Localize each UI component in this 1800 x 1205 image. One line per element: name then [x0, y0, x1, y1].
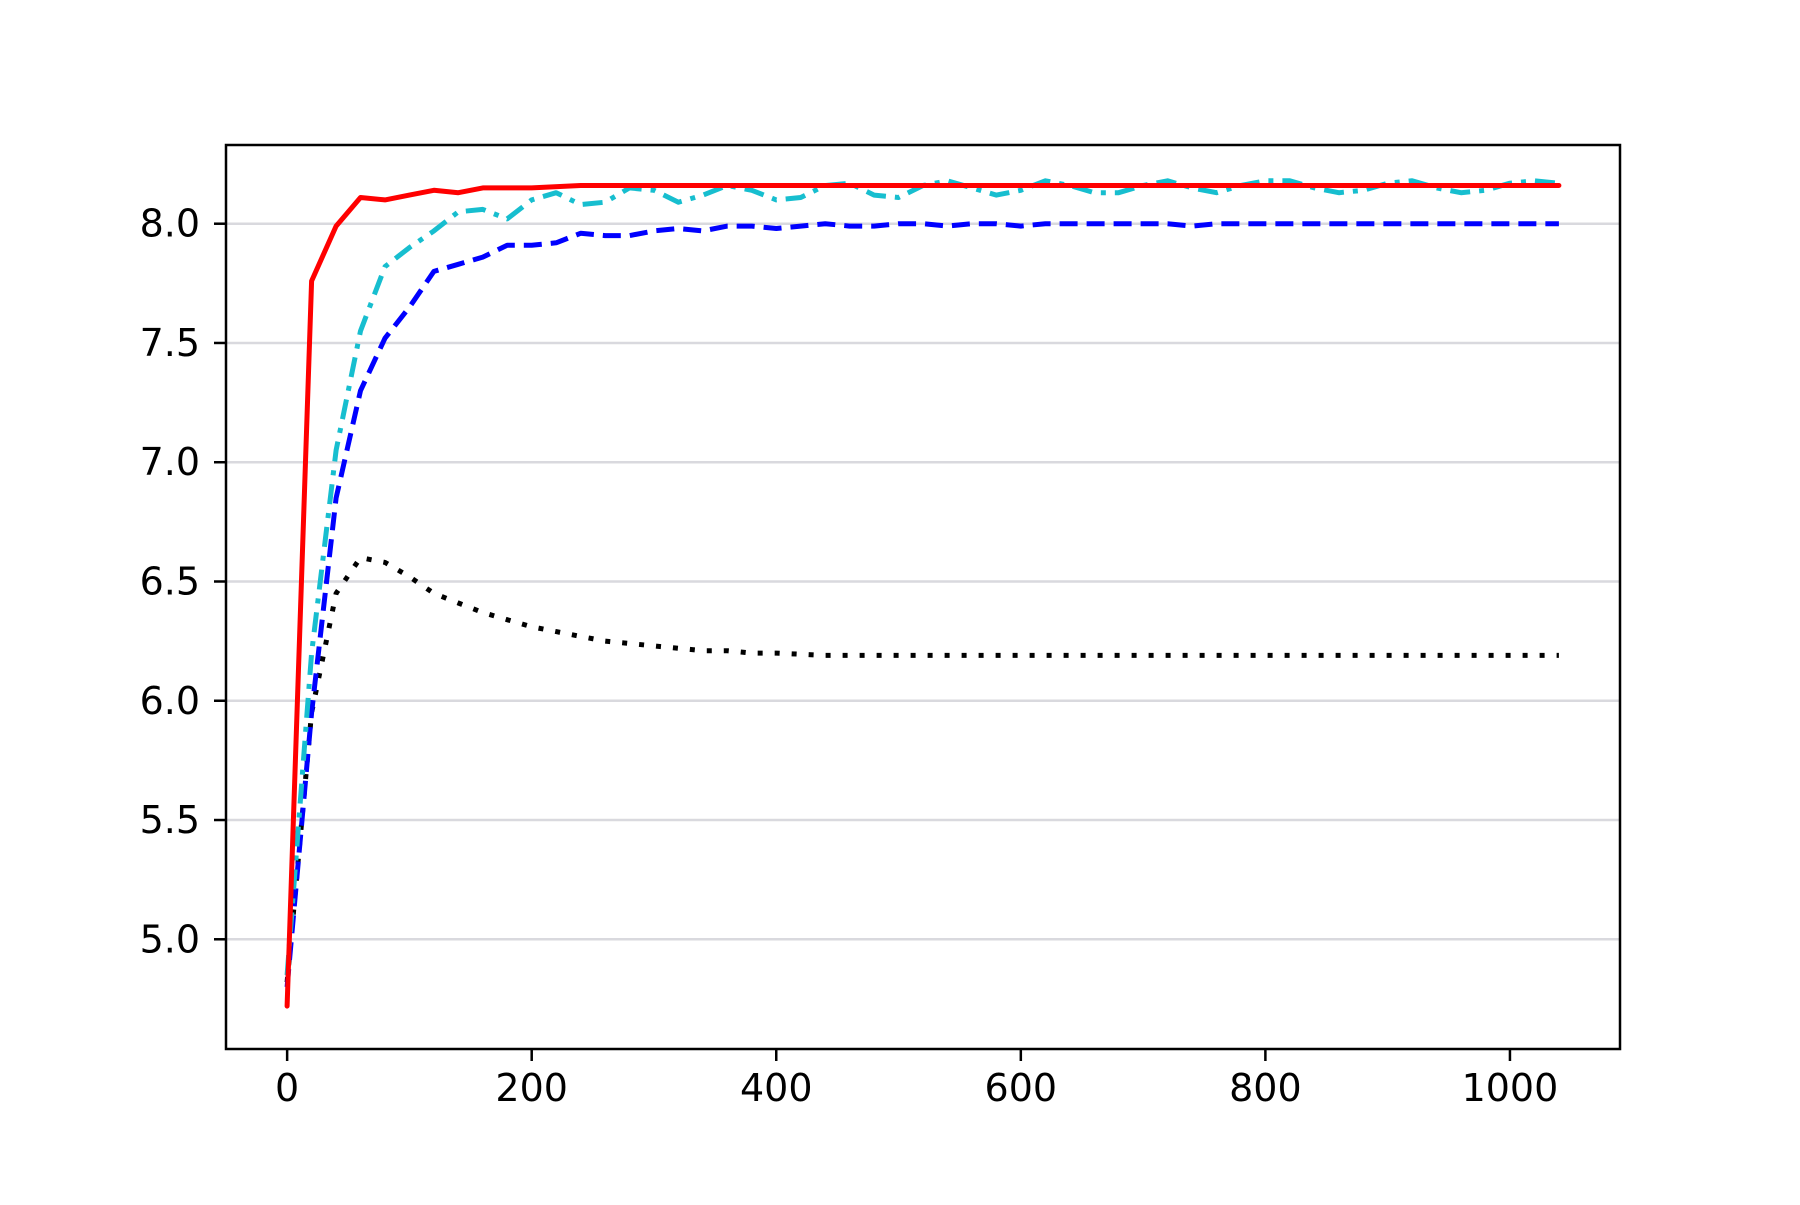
y-tick-label: 8.0	[140, 202, 200, 246]
y-tick-label: 5.0	[140, 917, 200, 961]
x-tick-label: 600	[985, 1066, 1058, 1110]
x-tick-label: 400	[740, 1066, 813, 1110]
y-tick-label: 6.5	[140, 559, 200, 603]
grid-layer	[226, 222, 1620, 941]
y-tick-label: 7.0	[140, 440, 200, 484]
y-tick-label: 7.5	[140, 321, 200, 365]
series-layer	[284, 178, 1562, 1009]
series-line-dashed	[284, 221, 1559, 988]
axis-layer: 5.0 5.5 6.0 6.5 7.0 7.5 8.0 0 200 400 600 800 1000	[140, 202, 1559, 1110]
x-tick-label: 200	[495, 1066, 568, 1110]
x-tick-label: 0	[275, 1066, 299, 1110]
y-tick-label: 6.0	[140, 679, 200, 723]
plot-frame	[224, 143, 1622, 1051]
y-tick-label: 5.5	[140, 798, 200, 842]
series-line-dashdot	[284, 178, 1560, 976]
series-line-solid	[284, 183, 1562, 1009]
series-line-dotted	[284, 555, 1559, 983]
x-tick-label: 800	[1229, 1066, 1302, 1110]
x-tick-label: 1000	[1462, 1066, 1559, 1110]
